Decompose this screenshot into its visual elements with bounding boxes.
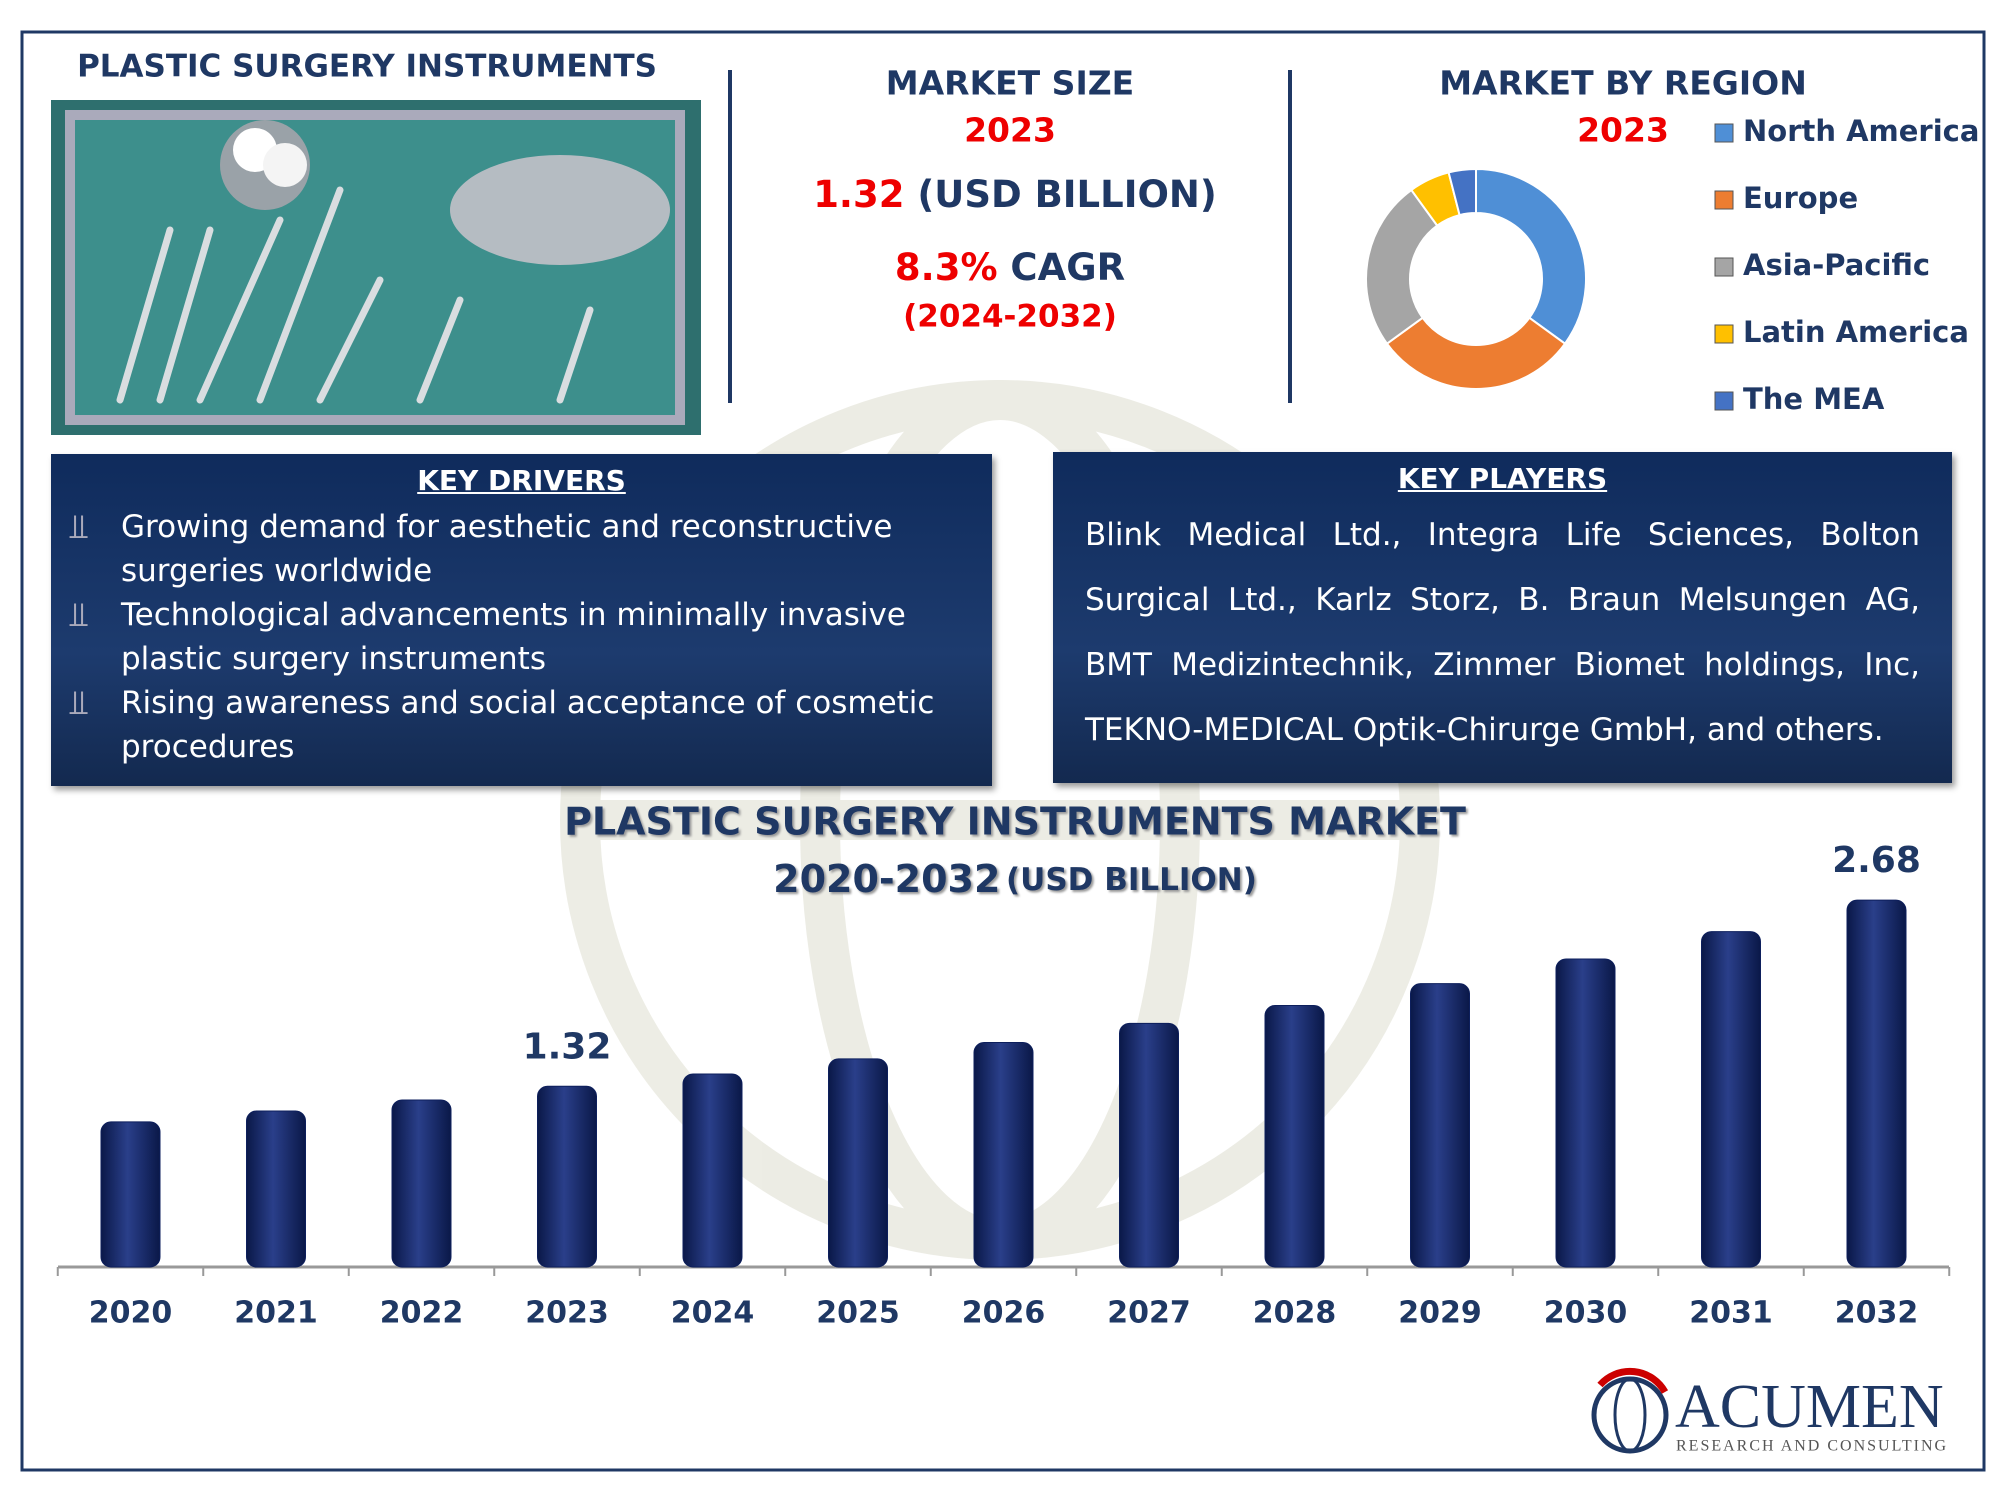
region-year: 2023 <box>1577 111 1669 150</box>
bar <box>537 1085 597 1268</box>
logo-name: ACUMEN <box>1675 1373 1944 1441</box>
key-players-title: KEY PLAYERS <box>1397 462 1608 495</box>
x-tick-label: 2022 <box>380 1296 464 1331</box>
donut-slice <box>1365 188 1439 346</box>
x-tick-label: 2023 <box>525 1296 609 1331</box>
value-label: 2.68 <box>1832 840 1921 881</box>
cagr-value: 8.3% <box>895 246 998 289</box>
bar <box>1410 983 1470 1268</box>
x-tick-label: 2026 <box>962 1296 1046 1331</box>
x-tick-label: 2032 <box>1835 1296 1919 1331</box>
x-tick-label: 2027 <box>1107 1296 1191 1331</box>
x-tick-label: 2025 <box>816 1296 900 1331</box>
donut-slice <box>1475 167 1587 346</box>
driver-item: Growing demand for aesthetic and reconst… <box>51 505 992 593</box>
region-title: MARKET BY REGION <box>1439 64 1807 103</box>
bar <box>1119 1022 1179 1268</box>
bar <box>1555 958 1616 1268</box>
legend-label: Asia-Pacific <box>1743 248 1930 282</box>
bar-chart-subtitle: 2020-2032 (USD BILLION) <box>773 857 1257 901</box>
x-tick-label: 2021 <box>234 1296 318 1331</box>
cagr-period: (2024-2032) <box>903 299 1117 335</box>
legend-swatch <box>1714 123 1734 143</box>
legend-swatch <box>1714 257 1734 277</box>
legend-label: Latin America <box>1743 315 1969 349</box>
instrument-photo <box>51 100 701 435</box>
unit: (USD BILLION) <box>917 173 1216 216</box>
donut-slice <box>1385 316 1567 390</box>
cagr-label: CAGR <box>1010 246 1125 289</box>
bar <box>246 1110 306 1268</box>
key-drivers-title: KEY DRIVERS <box>417 464 626 497</box>
header-title: PLASTIC SURGERY INSTRUMENTS <box>77 49 657 85</box>
key-players-text: Blink Medical Ltd., Integra Life Science… <box>1085 517 1920 748</box>
key-drivers-list: Growing demand for aesthetic and reconst… <box>51 505 992 769</box>
legend-label: The MEA <box>1743 382 1885 416</box>
legend-label: North America <box>1743 114 1979 148</box>
market-size-value: 1.32 (USD BILLION) <box>813 173 1217 216</box>
bar <box>391 1099 452 1268</box>
legend-swatch <box>1714 190 1734 210</box>
frame <box>20 30 1986 1472</box>
driver-item: Technological advancements in minimally … <box>51 593 992 681</box>
market-size-title: MARKET SIZE <box>886 64 1134 103</box>
bar <box>682 1073 743 1268</box>
bar <box>1264 1005 1325 1268</box>
driver-item: Rising awareness and social acceptance o… <box>51 681 992 769</box>
x-tick-label: 2020 <box>89 1296 173 1331</box>
logo: ACUMEN RESEARCH AND CONSULTING <box>1591 1367 1948 1455</box>
bar <box>100 1121 161 1268</box>
cagr: 8.3% CAGR <box>895 246 1125 289</box>
legend-swatch <box>1714 391 1734 411</box>
x-tick-label: 2024 <box>671 1296 755 1331</box>
key-drivers-box: KEY DRIVERS Growing demand for aesthetic… <box>51 454 992 786</box>
x-tick-label: 2029 <box>1398 1296 1482 1331</box>
legend-swatch <box>1714 324 1734 344</box>
period: 2020-2032 <box>773 857 1000 901</box>
bar <box>1846 899 1907 1268</box>
donut-slice <box>1447 167 1477 217</box>
key-players-box: KEY PLAYERS Blink Medical Ltd., Integra … <box>1053 452 1952 783</box>
legend-label: Europe <box>1743 181 1858 215</box>
x-tick-label: 2030 <box>1544 1296 1628 1331</box>
unit: (USD BILLION) <box>1006 862 1257 898</box>
bar <box>828 1058 888 1268</box>
logo-tagline: RESEARCH AND CONSULTING <box>1676 1438 1948 1455</box>
bar <box>1701 931 1761 1268</box>
bar-chart-title: PLASTIC SURGERY INSTRUMENTS MARKET <box>564 800 1466 844</box>
x-tick-label: 2031 <box>1689 1296 1773 1331</box>
value: 1.32 <box>813 173 904 216</box>
market-size-year: 2023 <box>964 111 1056 150</box>
x-tick-label: 2028 <box>1253 1296 1337 1331</box>
value-label: 1.32 <box>523 1026 612 1067</box>
bar <box>973 1041 1034 1268</box>
